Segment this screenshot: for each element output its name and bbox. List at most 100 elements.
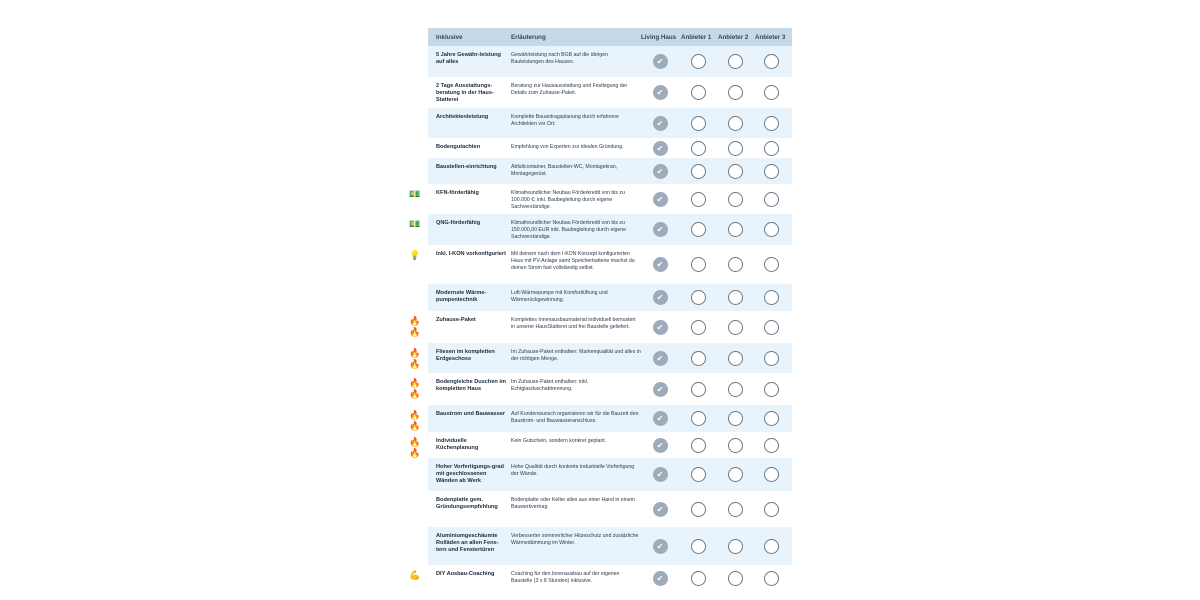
check-empty-icon xyxy=(690,163,706,179)
check-filled-icon: ✔ xyxy=(652,571,668,586)
feature-title: DIY Ausbau-Coaching xyxy=(436,571,495,577)
check-empty-icon xyxy=(690,411,706,426)
feature-description: Mit deinem nach dem I-KON Konzept konfig… xyxy=(511,251,635,271)
check-empty-icon xyxy=(763,163,779,179)
money-icon: 💵 xyxy=(409,189,421,199)
check-filled-icon: ✔ xyxy=(652,140,668,156)
table-row: 5 Jahre Gewähr-leistung auf alles Gewährl… xyxy=(428,46,792,77)
header-inklusive: Inklusive xyxy=(436,34,463,41)
check-empty-icon xyxy=(690,290,706,305)
feature-title: Baustellen-einrichtung xyxy=(436,164,497,170)
check-empty-icon xyxy=(690,222,706,237)
check-empty-icon xyxy=(690,381,706,397)
check-empty-icon xyxy=(763,140,779,156)
table-row: Modernste Wärme-pumpentechnik Luft-Wärmep… xyxy=(428,284,792,311)
header-anbieter-2: Anbieter 2 xyxy=(718,34,749,41)
check-filled-icon: ✔ xyxy=(652,257,668,272)
check-empty-icon xyxy=(727,191,743,207)
check-empty-icon xyxy=(763,381,779,397)
feature-title: Architektenleistung xyxy=(436,114,489,120)
check-filled-icon: ✔ xyxy=(652,411,668,426)
check-empty-icon xyxy=(763,437,779,453)
feature-description: Empfehlung von Experten zur idealen Grün… xyxy=(511,144,624,150)
table-row: Aluminiumgeschäumte Rolläden an allen Fe… xyxy=(428,527,792,565)
fire-icon: 🔥🔥 xyxy=(409,316,421,337)
check-empty-icon xyxy=(727,222,743,237)
check-empty-icon xyxy=(727,163,743,179)
fire-icon: 🔥🔥 xyxy=(409,437,421,458)
table-row: 💪 DIY Ausbau-Coaching Coaching für den Inn… xyxy=(409,565,792,592)
feature-title: Modernste Wärme-pumpentechnik xyxy=(436,290,487,303)
check-empty-icon xyxy=(727,115,743,131)
check-empty-icon xyxy=(763,467,779,482)
fire-icon: 🔥🔥 xyxy=(409,410,421,431)
check-empty-icon xyxy=(763,350,779,366)
feature-title: KFN-förderfähig xyxy=(436,190,479,196)
check-empty-icon xyxy=(690,538,706,554)
feature-title: Baustrom und Bauwasser xyxy=(436,411,506,417)
table-row: Hoher Vorfertigungs-grad mit geschlossen… xyxy=(428,458,792,491)
check-filled-icon: ✔ xyxy=(652,115,668,131)
feature-description: Komplettes Innenausbaumaterial individue… xyxy=(511,317,636,330)
feature-title: QNG-förderfähig xyxy=(436,220,481,226)
check-filled-icon: ✔ xyxy=(652,54,668,69)
feature-title: Zuhause-Paket xyxy=(436,317,476,323)
comparison-table: Inklusive Erläuterung Living Haus Anbiet… xyxy=(409,28,792,592)
check-filled-icon: ✔ xyxy=(652,222,668,237)
check-empty-icon xyxy=(690,467,706,482)
feature-description: Verbesserter sommerlicher Hitzeschutz un… xyxy=(511,533,639,546)
check-empty-icon xyxy=(727,381,743,397)
feature-description: Abfallcontainer, Baustellen-WC, Montagek… xyxy=(511,164,618,177)
feature-description: Komplette Bauantragsplanung durch erfahr… xyxy=(511,114,619,127)
feature-title: Aluminiumgeschäumte Rolläden an allen Fe… xyxy=(436,533,499,553)
flexed-arm-icon: 💪 xyxy=(409,570,421,580)
check-empty-icon xyxy=(763,571,779,586)
check-empty-icon xyxy=(690,191,706,207)
check-empty-icon xyxy=(727,140,743,156)
check-empty-icon xyxy=(690,437,706,453)
check-empty-icon xyxy=(690,140,706,156)
check-empty-icon xyxy=(763,257,779,272)
check-empty-icon xyxy=(690,85,706,100)
feature-description: Klimafreundlicher Neubau Förderkredit vo… xyxy=(511,190,625,210)
check-empty-icon xyxy=(763,538,779,554)
fire-icon: 🔥🔥 xyxy=(409,378,421,399)
feature-description: Coaching für den Innenausbau auf der eig… xyxy=(511,571,620,584)
feature-title: 2 Tage Ausstattungs-beratung in der Haus… xyxy=(436,83,494,103)
table-row: 💵 QNG-förderfähig Klimafreundlicher Neubau… xyxy=(409,214,792,245)
check-empty-icon xyxy=(763,54,779,69)
check-empty-icon xyxy=(727,257,743,272)
check-filled-icon: ✔ xyxy=(652,85,668,100)
check-empty-icon xyxy=(763,222,779,237)
lightbulb-icon: 💡 xyxy=(409,250,421,260)
table-row: Architektenleistung Komplette Bauantragsp… xyxy=(428,108,792,138)
check-empty-icon xyxy=(690,54,706,69)
feature-title: Fliesen im kompletten Erdgeschoss xyxy=(436,349,495,362)
feature-title: 5 Jahre Gewähr-leistung auf alles xyxy=(436,52,501,65)
table-row: Baustellen-einrichtung Abfallcontainer, B… xyxy=(428,158,792,184)
check-empty-icon xyxy=(727,571,743,586)
check-filled-icon: ✔ xyxy=(652,467,668,482)
check-empty-icon xyxy=(690,257,706,272)
check-empty-icon xyxy=(690,319,706,335)
feature-title: Inkl. I-KON vorkonfiguriert xyxy=(436,251,506,257)
check-filled-icon: ✔ xyxy=(652,163,668,179)
feature-description: Auf Kundenwunsch organisieren wir für di… xyxy=(511,411,639,424)
feature-title: Bodenplatte gem. Gründungsempfehlung xyxy=(436,497,498,510)
check-empty-icon xyxy=(763,290,779,305)
table-row: 🔥🔥 Baustrom und Bauwasser Auf Kundenwunsch… xyxy=(409,405,792,432)
check-filled-icon: ✔ xyxy=(652,350,668,366)
feature-description: Klimafreundlicher Neubau Förderkredit vo… xyxy=(511,220,627,240)
check-filled-icon: ✔ xyxy=(652,538,668,554)
feature-title: Bodengutachten xyxy=(436,144,481,150)
check-empty-icon xyxy=(727,85,743,100)
check-empty-icon xyxy=(727,54,743,69)
check-filled-icon: ✔ xyxy=(652,437,668,453)
money-icon: 💵 xyxy=(409,219,421,229)
check-filled-icon: ✔ xyxy=(652,501,668,517)
check-empty-icon xyxy=(763,319,779,335)
feature-description: Beratung zur Hausausstattung und Festleg… xyxy=(511,83,628,96)
check-empty-icon xyxy=(727,319,743,335)
feature-description: Im Zuhause-Paket enthalten: inkl. Echtgl… xyxy=(511,379,589,392)
check-empty-icon xyxy=(727,538,743,554)
